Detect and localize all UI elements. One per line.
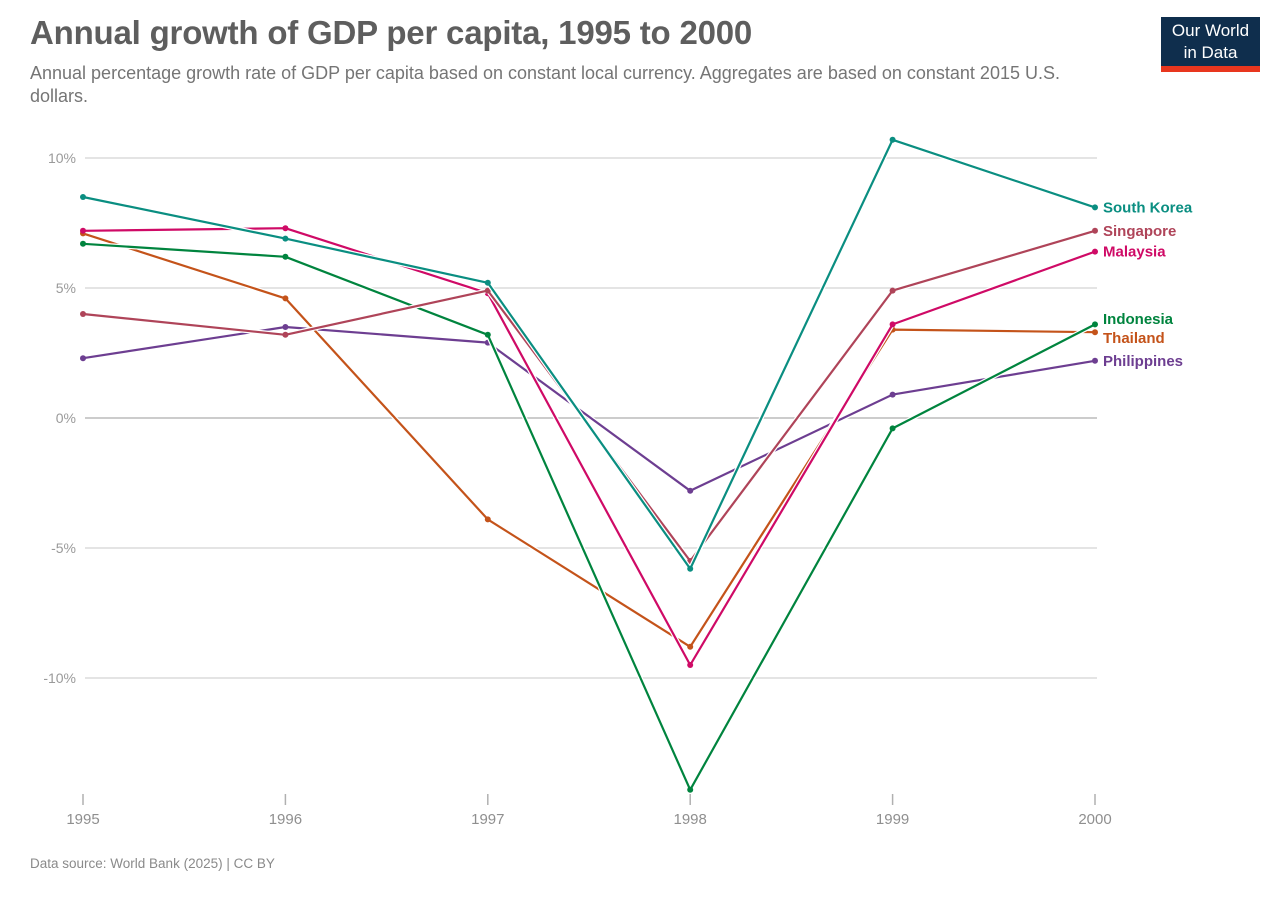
data-point [282,235,289,242]
x-tick-label-1998: 1998 [674,811,707,828]
data-point [1092,321,1098,328]
owid-logo-text: Our World in Data [1161,20,1260,69]
data-point [484,331,491,338]
owid-logo-line1: Our World [1171,20,1250,40]
data-point [1092,204,1098,211]
data-point [1092,248,1098,255]
series-label-indonesia[interactable]: Indonesia [1103,311,1174,328]
data-point [282,225,289,232]
series-malaysia[interactable] [80,225,1098,668]
series-line-halo [82,324,1096,494]
data-point [687,786,694,793]
chart-title: Annual growth of GDP per capita, 1995 to… [30,14,753,51]
data-point [889,136,896,143]
gridlines: 10% 5% 0% -5% -10% [43,150,1097,686]
x-tick-label-1997: 1997 [471,811,504,828]
series-line-halo [82,137,1096,572]
series-line-halo [82,231,1096,650]
y-tick-label--10%: -10% [43,670,76,686]
data-point [687,643,694,650]
data-point [80,311,86,317]
x-tick-label-1999: 1999 [876,811,909,828]
owid-logo[interactable]: Our World in Data [1161,17,1260,72]
series-indonesia[interactable] [80,240,1098,793]
chart-footer: Data source: World Bank (2025) | CC BY [30,856,275,871]
x-tick-label-1996: 1996 [269,811,302,828]
data-point [80,227,86,234]
data-point [889,321,896,328]
x-axis: 1995 1996 1997 1998 1999 2000 [66,794,1112,828]
y-tick-label-10%: 10% [48,150,76,166]
series-philippines[interactable] [80,324,1098,494]
data-point [484,516,491,523]
owid-logo-line2: in Data [1183,43,1238,62]
series-label-malaysia[interactable]: Malaysia [1103,244,1166,261]
chart-subtitle: Annual percentage growth rate of GDP per… [30,63,1060,107]
data-point [282,295,289,302]
x-tick-label-1995: 1995 [66,811,99,828]
owid-logo-accent-bar [1161,66,1260,72]
data-point [1092,357,1098,364]
series-thailand[interactable] [80,230,1098,650]
data-point [484,279,491,286]
data-point [889,391,896,398]
series-line [82,242,1096,791]
series-singapore[interactable] [80,227,1098,564]
data-point [1092,329,1098,336]
data-point [889,287,896,294]
series-line [82,138,1096,570]
data-point [80,355,86,362]
data-point [484,287,491,294]
series-south-korea[interactable] [80,136,1098,572]
data-point [282,331,289,338]
data-point [687,565,694,572]
data-point [1092,227,1098,234]
data-point [889,425,896,432]
series-label-philippines[interactable]: Philippines [1103,353,1183,370]
y-tick-label-5%: 5% [56,280,76,296]
data-point [687,662,694,668]
data-point [282,324,289,330]
series-line [82,227,1096,667]
series-line [82,325,1096,492]
series-label-south-korea[interactable]: South Korea [1103,199,1193,216]
series-line [82,232,1096,648]
series-label-singapore[interactable]: Singapore [1103,223,1176,240]
data-point [687,487,694,494]
x-tick-label-2000: 2000 [1078,811,1111,828]
data-point [80,240,86,247]
data-point [80,194,86,200]
y-tick-label-0%: 0% [56,410,76,426]
series-line-halo [82,241,1097,793]
y-tick-label--5%: -5% [51,540,76,556]
data-point [282,253,289,260]
data-source: Data source: World Bank (2025) | CC BY [30,856,275,871]
series-label-thailand[interactable]: Thailand [1103,330,1165,347]
series-line-halo [82,225,1096,668]
